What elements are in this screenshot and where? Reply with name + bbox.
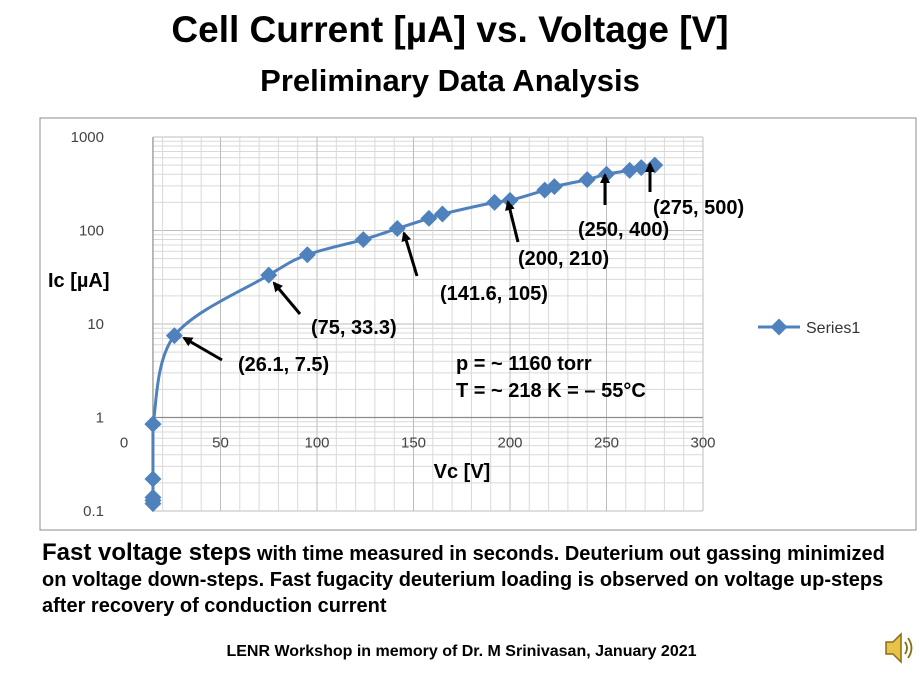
x-tick-label: 250 <box>594 435 619 452</box>
annotation-arrow <box>505 200 520 243</box>
legend: Series1 <box>758 318 860 337</box>
x-axis-label: Vc [V] <box>434 461 491 483</box>
footer: LENR Workshop in memory of Dr. M Sriniva… <box>226 643 697 660</box>
x-tick-label: 100 <box>304 435 329 452</box>
annotation-arrow <box>272 281 302 315</box>
data-point <box>545 178 563 196</box>
x-tick-label: 150 <box>401 435 426 452</box>
x-tick-label: 200 <box>497 435 522 452</box>
y-tick-label: 1 <box>96 410 104 427</box>
temperature-note: T = ~ 218 K = – 55°C <box>456 380 646 402</box>
y-tick-label: 100 <box>79 223 104 240</box>
data-point <box>578 171 596 189</box>
description-lead: Fast voltage steps <box>42 539 252 566</box>
data-point <box>298 246 316 264</box>
data-point <box>433 205 451 223</box>
description: Fast voltage steps with time measured in… <box>42 540 912 619</box>
x-tick-label: 0 <box>120 435 128 452</box>
annotation-arrow <box>401 231 419 277</box>
annotation-label: (26.1, 7.5) <box>238 354 329 376</box>
data-point <box>420 209 438 227</box>
annotation-label: (250, 400) <box>578 219 669 241</box>
annotation-label: (200, 210) <box>518 248 609 270</box>
data-point <box>165 327 183 345</box>
x-tick-label: 50 <box>212 435 229 452</box>
data-point <box>144 415 162 433</box>
pressure-note: p = ~ 1160 torr <box>456 353 592 375</box>
data-point <box>260 266 278 284</box>
x-tick-label: 300 <box>690 435 715 452</box>
legend-entry: Series1 <box>806 320 860 337</box>
y-tick-label: 0.1 <box>83 503 104 520</box>
slide-subtitle: Preliminary Data Analysis <box>260 63 640 98</box>
data-point <box>486 193 504 211</box>
data-point <box>144 470 162 488</box>
y-axis-label: Ic [µA] <box>48 270 110 292</box>
annotation-arrow <box>182 336 223 362</box>
legend-marker <box>770 318 788 336</box>
description-rest: with time measured in seconds. Deuterium… <box>42 543 885 617</box>
y-tick-label: 10 <box>87 316 104 333</box>
data-point <box>621 161 639 179</box>
annotation-label: (141.6, 105) <box>440 283 548 305</box>
annotation-label: (75, 33.3) <box>311 317 397 339</box>
slide-title: Cell Current [µA] vs. Voltage [V] <box>171 9 729 50</box>
annotation-label: (275, 500) <box>653 197 744 219</box>
y-tick-label: 1000 <box>71 129 104 146</box>
speaker-icon[interactable] <box>884 630 914 666</box>
data-point <box>354 231 372 249</box>
data-point <box>144 488 162 506</box>
